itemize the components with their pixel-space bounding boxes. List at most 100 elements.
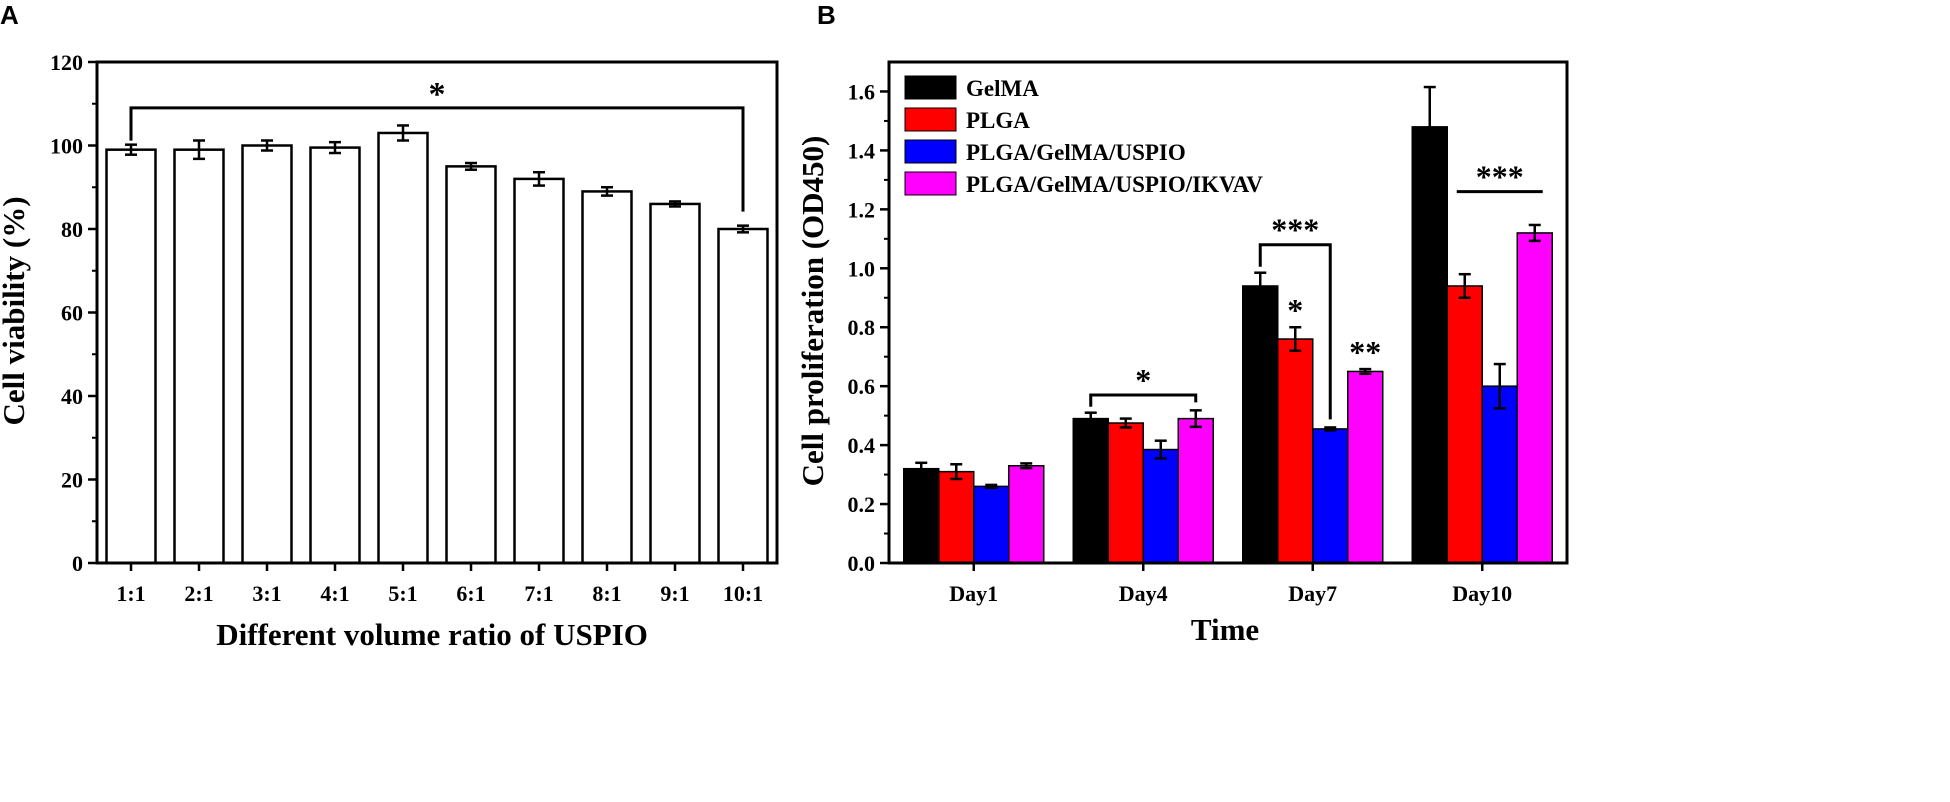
panel-b-error-bar [950, 463, 963, 481]
panel-a-significance-label: * [429, 76, 446, 113]
panel-b-error-bar [1528, 223, 1541, 243]
panel-b-error-bar [1359, 367, 1372, 376]
panel-b-significance-bracket [1258, 243, 1332, 420]
panel-b-y-tick-label: 1.6 [848, 79, 876, 104]
panel-b-bar [1277, 338, 1314, 564]
panel-a-y-tick-label: 0 [72, 551, 83, 576]
panel-a-x-tick-label: 8:1 [592, 581, 621, 606]
panel-b-significance-label: * [1135, 362, 1151, 398]
panel-b-y-tick-label: 1.4 [848, 138, 876, 163]
panel-b-bar [1481, 385, 1518, 564]
panel-a-x-tick-label: 3:1 [252, 581, 281, 606]
panel-a-y-tick-label: 20 [61, 468, 83, 493]
panel-a-y-axis-label: Cell viability (%) [0, 196, 31, 425]
panel-b-significance-bracket [1089, 393, 1198, 407]
panel-a-x-tick-label: 4:1 [320, 581, 349, 606]
panel-b-bar [1411, 126, 1448, 564]
panel-a-error-bar [397, 124, 409, 142]
panel-a-y-tick-label: 40 [61, 384, 83, 409]
panel-a-bar [581, 190, 633, 565]
panel-a-bar [717, 227, 769, 565]
panel-b-bar [1142, 448, 1179, 564]
panel-b-y-tick-label: 0.6 [848, 374, 876, 399]
panel-b-bars [903, 85, 1553, 564]
panel-a-bar [649, 202, 701, 565]
panel-a-significance-bracket [129, 106, 745, 212]
panel-a-bar [513, 177, 565, 565]
panel-b-significance-label: * [1287, 292, 1303, 328]
panel-a-error-bar [737, 224, 749, 234]
panel-b-error-bar [915, 461, 928, 476]
panel-b-error-bar [1154, 439, 1167, 460]
panel-b-error-bar [1084, 411, 1097, 426]
panel-a-error-bar [669, 200, 681, 208]
panel-b-y-tick-label: 0.0 [848, 551, 876, 576]
panel-a-x-tick-label: 9:1 [660, 581, 689, 606]
panel-b-error-bar [1189, 409, 1202, 429]
panel-a-error-bar [193, 139, 205, 161]
panel-b-error-bar [1324, 426, 1337, 432]
panel-b-x-tick-label: Day7 [1288, 581, 1337, 606]
panel-a-y-tick-label: 100 [50, 134, 83, 159]
panel-b-bar [1107, 422, 1144, 564]
panel-b-bar [1312, 428, 1349, 564]
panel-b-legend-swatch [904, 75, 957, 100]
panel-b-error-bar [1289, 325, 1302, 353]
panel-b-bar [938, 470, 975, 564]
panel-a-x-tick-label: 1:1 [116, 581, 145, 606]
panel-b-legend-label: PLGA [966, 108, 1030, 133]
panel-b-error-bar [1020, 462, 1033, 470]
panel-a-bar [173, 148, 225, 565]
panel-a-label: A [0, 0, 19, 30]
panel-a-x-tick-label: 10:1 [723, 581, 763, 606]
panel-a-bar [309, 146, 361, 565]
panel-b-y-tick-label: 1.2 [848, 197, 876, 222]
panel-b-x-tick-label: Day10 [1452, 581, 1512, 606]
panel-b-label: B [817, 0, 836, 30]
panel-a-chart: A Cell viability (%) Different volume ra… [0, 0, 779, 652]
panel-a-x-tick-label: 6:1 [456, 581, 485, 606]
panel-a-bar [105, 148, 157, 565]
panel-a-y-tick-label: 120 [50, 50, 83, 75]
panel-a-error-bar [533, 170, 545, 187]
panel-b-x-tick-label: Day4 [1119, 581, 1168, 606]
panel-b-error-bar [985, 483, 998, 490]
panel-b-bar [1242, 285, 1279, 564]
panel-a-x-axis-label: Different volume ratio of USPIO [216, 617, 648, 652]
panel-b-plot-frame [887, 60, 1569, 565]
panel-b-significance: ********** [1089, 159, 1543, 420]
panel-b-legend-swatch [904, 107, 957, 132]
panel-a-error-bar [261, 139, 273, 152]
panel-b-significance-label: *** [1476, 159, 1524, 195]
panel-b-legend-swatch [904, 139, 957, 164]
panel-b-bar [1446, 285, 1483, 564]
panel-a-bar [445, 165, 497, 565]
panel-a-bar [241, 144, 293, 565]
panel-b-bar [1177, 417, 1214, 564]
panel-a-error-bar [125, 143, 137, 156]
panel-b-legend-label: PLGA/GelMA/USPIO/IKVAV [966, 172, 1263, 197]
panel-b-y-tick-label: 0.4 [848, 433, 876, 458]
panel-a-plot-frame [95, 60, 779, 565]
panel-b-bar [1008, 464, 1045, 564]
panel-a-error-bar [329, 140, 341, 155]
panel-b-bar [973, 485, 1010, 564]
panel-b-x-axis-label: Time [1191, 612, 1259, 647]
panel-b-significance-label: ** [1349, 334, 1381, 370]
panel-b-significance-label: *** [1271, 212, 1319, 248]
panel-a-error-bar [465, 161, 477, 171]
panel-b-error-bar [1254, 271, 1267, 301]
panel-a-y-tick-label: 60 [61, 301, 83, 326]
panel-b-y-tick-label: 1.0 [848, 256, 876, 281]
panel-b-legend-label: GelMA [966, 76, 1039, 101]
panel-a-significance: * [129, 76, 745, 212]
panel-b-y-axis-label: Cell proliferation (OD450) [795, 136, 830, 487]
panel-b-bar [903, 467, 940, 564]
panel-b-bar [1072, 417, 1109, 564]
panel-a-y-tick-label: 80 [61, 217, 83, 242]
panel-b-chart: B Cell proliferation (OD450) Time 0.0 0.2… [795, 0, 1569, 647]
panel-a-error-bar [601, 186, 613, 197]
panel-a-x-tick-label: 7:1 [524, 581, 553, 606]
panel-b-legend: GelMA PLGA PLGA/GelMA/USPIO PLGA/GelMA/USPI… [904, 75, 1263, 197]
